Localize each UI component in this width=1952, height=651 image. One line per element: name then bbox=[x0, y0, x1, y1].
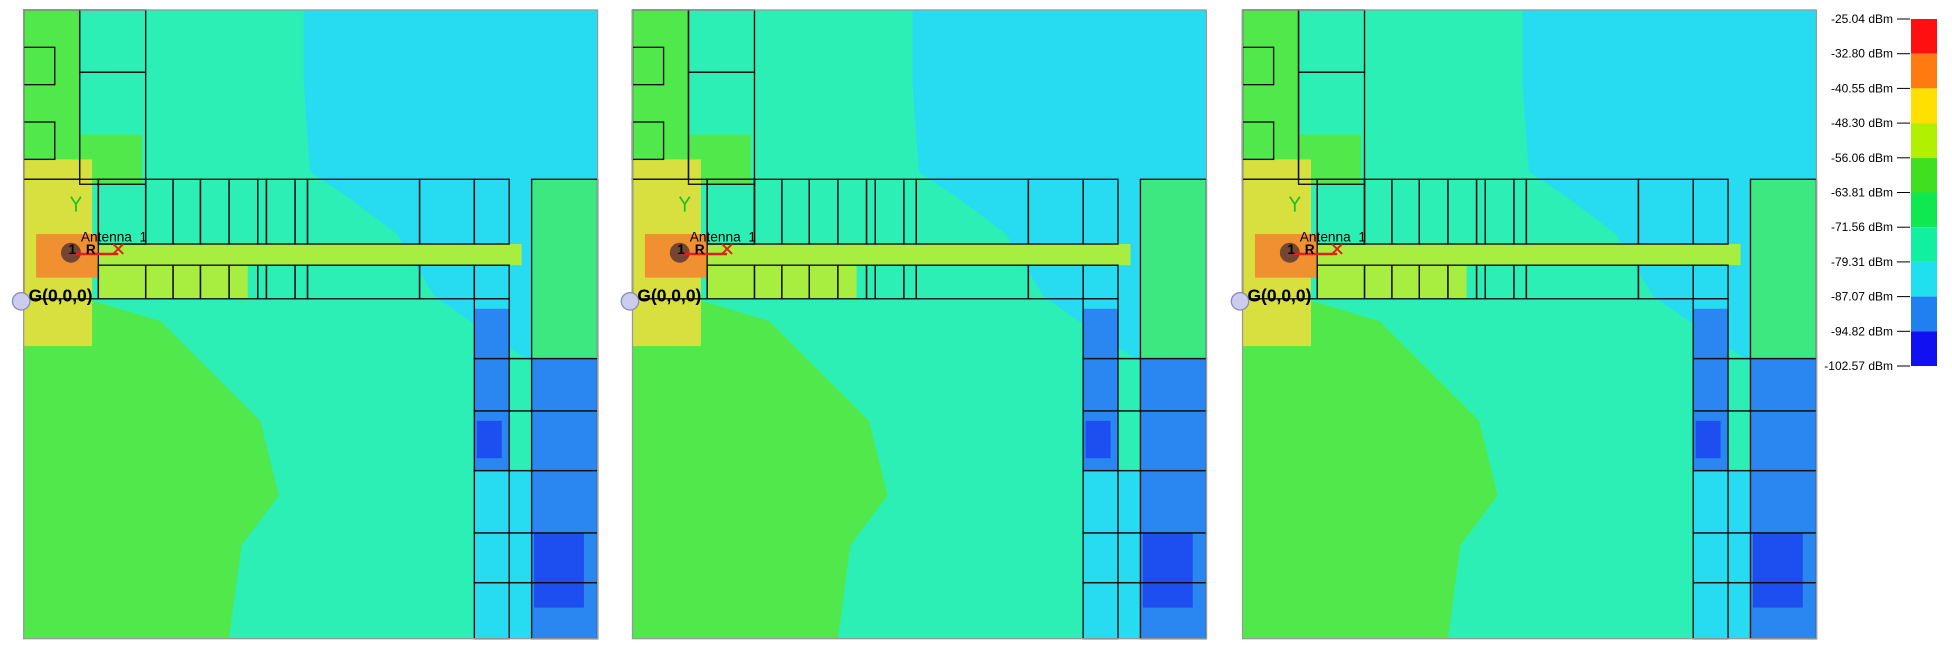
cyan-zone bbox=[912, 9, 1207, 384]
panel-border bbox=[23, 9, 599, 640]
antenna-label: Antenna_1 bbox=[690, 230, 756, 245]
legend-label: -40.55 dBm bbox=[1831, 81, 1893, 95]
antenna-icon bbox=[669, 242, 690, 263]
legend-label: -94.82 dBm bbox=[1831, 324, 1893, 338]
legend-label: -63.81 dBm bbox=[1831, 186, 1893, 200]
origin-label: G(0,0,0) bbox=[1247, 285, 1311, 305]
cyan-zone bbox=[474, 470, 532, 639]
coverage-panel: Antenna_1 1 R G(0,0,0) bbox=[1230, 9, 1818, 640]
corridor-zone bbox=[1292, 244, 1741, 266]
legend-label: -32.80 dBm bbox=[1831, 47, 1893, 61]
origin-label: G(0,0,0) bbox=[29, 285, 93, 305]
dark-blue-zone bbox=[1752, 532, 1803, 608]
cyan-zone bbox=[1522, 9, 1817, 384]
cyan-zone bbox=[1693, 470, 1751, 639]
coverage-panel: Antenna_1 1 R G(0,0,0) bbox=[11, 9, 599, 640]
green-zone bbox=[23, 296, 279, 639]
legend-swatch bbox=[1911, 227, 1937, 262]
green-zone bbox=[1242, 296, 1498, 639]
origin-icon bbox=[1230, 291, 1250, 311]
legend-swatch bbox=[1911, 261, 1937, 297]
legend-swatch bbox=[1911, 331, 1937, 366]
green-zone bbox=[1140, 179, 1207, 359]
antenna-label: Antenna_1 bbox=[1300, 230, 1366, 245]
origin-icon bbox=[11, 291, 31, 311]
legend-swatch bbox=[1911, 296, 1937, 332]
wall bbox=[1692, 178, 1729, 245]
legend-label: -25.04 dBm bbox=[1831, 12, 1893, 26]
green-zone bbox=[1242, 9, 1299, 180]
origin-label: G(0,0,0) bbox=[637, 285, 701, 305]
antenna-index: 1 bbox=[677, 242, 685, 257]
legend-swatch bbox=[1911, 123, 1937, 158]
antenna-index: 1 bbox=[1287, 242, 1295, 257]
dark-blue-zone bbox=[1142, 532, 1193, 608]
legend-swatch bbox=[1911, 157, 1937, 193]
legend-swatch bbox=[1911, 19, 1937, 54]
green-zone bbox=[23, 9, 80, 180]
receiver-label: R bbox=[695, 242, 705, 257]
y-axis-mark bbox=[679, 196, 691, 212]
legend-label: -71.56 dBm bbox=[1831, 220, 1893, 234]
legend-label: -56.06 dBm bbox=[1831, 151, 1893, 165]
x-axis-cross bbox=[112, 243, 124, 255]
panel-border bbox=[1241, 9, 1818, 640]
dark-blue-zone bbox=[534, 532, 584, 608]
legend-label: -87.07 dBm bbox=[1831, 290, 1893, 304]
coverage-panel: Antenna_1 1 R G(0,0,0) bbox=[620, 9, 1208, 640]
corridor-zone bbox=[682, 244, 1131, 266]
x-axis-cross bbox=[721, 243, 733, 255]
dark-blue-zone bbox=[1695, 420, 1721, 459]
antenna-icon bbox=[1279, 242, 1300, 263]
antenna-index: 1 bbox=[68, 242, 76, 257]
legend-label: -48.30 dBm bbox=[1831, 116, 1893, 130]
legend-swatch bbox=[1911, 88, 1937, 124]
wall bbox=[1082, 178, 1119, 245]
y-axis-mark bbox=[1289, 196, 1301, 212]
green-zone bbox=[1750, 179, 1817, 359]
color-legend: -25.04 dBm -32.80 dBm -40.55 dBm -48.30 dBm… bbox=[1824, 12, 1937, 373]
legend-swatch bbox=[1911, 192, 1937, 228]
dark-blue-zone bbox=[476, 420, 502, 459]
receiver-label: R bbox=[1305, 242, 1315, 257]
wall bbox=[78, 71, 147, 185]
x-axis-cross bbox=[1331, 243, 1343, 255]
green-zone bbox=[531, 179, 598, 359]
green-zone bbox=[632, 296, 888, 639]
green-zone bbox=[632, 9, 689, 180]
legend-swatch bbox=[1911, 53, 1937, 89]
dark-blue-zone bbox=[1085, 420, 1111, 459]
panel-border bbox=[631, 9, 1208, 640]
wall bbox=[687, 71, 756, 185]
corridor-zone bbox=[73, 244, 522, 266]
cyan-zone bbox=[1083, 470, 1141, 639]
antenna-label: Antenna_1 bbox=[81, 230, 147, 245]
wall bbox=[473, 178, 510, 245]
origin-icon bbox=[620, 291, 640, 311]
legend-label: -102.57 dBm bbox=[1824, 359, 1893, 373]
legend-label: -79.31 dBm bbox=[1831, 255, 1893, 269]
cyan-zone bbox=[303, 9, 598, 384]
receiver-label: R bbox=[86, 242, 96, 257]
y-axis-mark bbox=[70, 196, 82, 212]
wall bbox=[1297, 71, 1366, 185]
antenna-icon bbox=[61, 242, 81, 263]
